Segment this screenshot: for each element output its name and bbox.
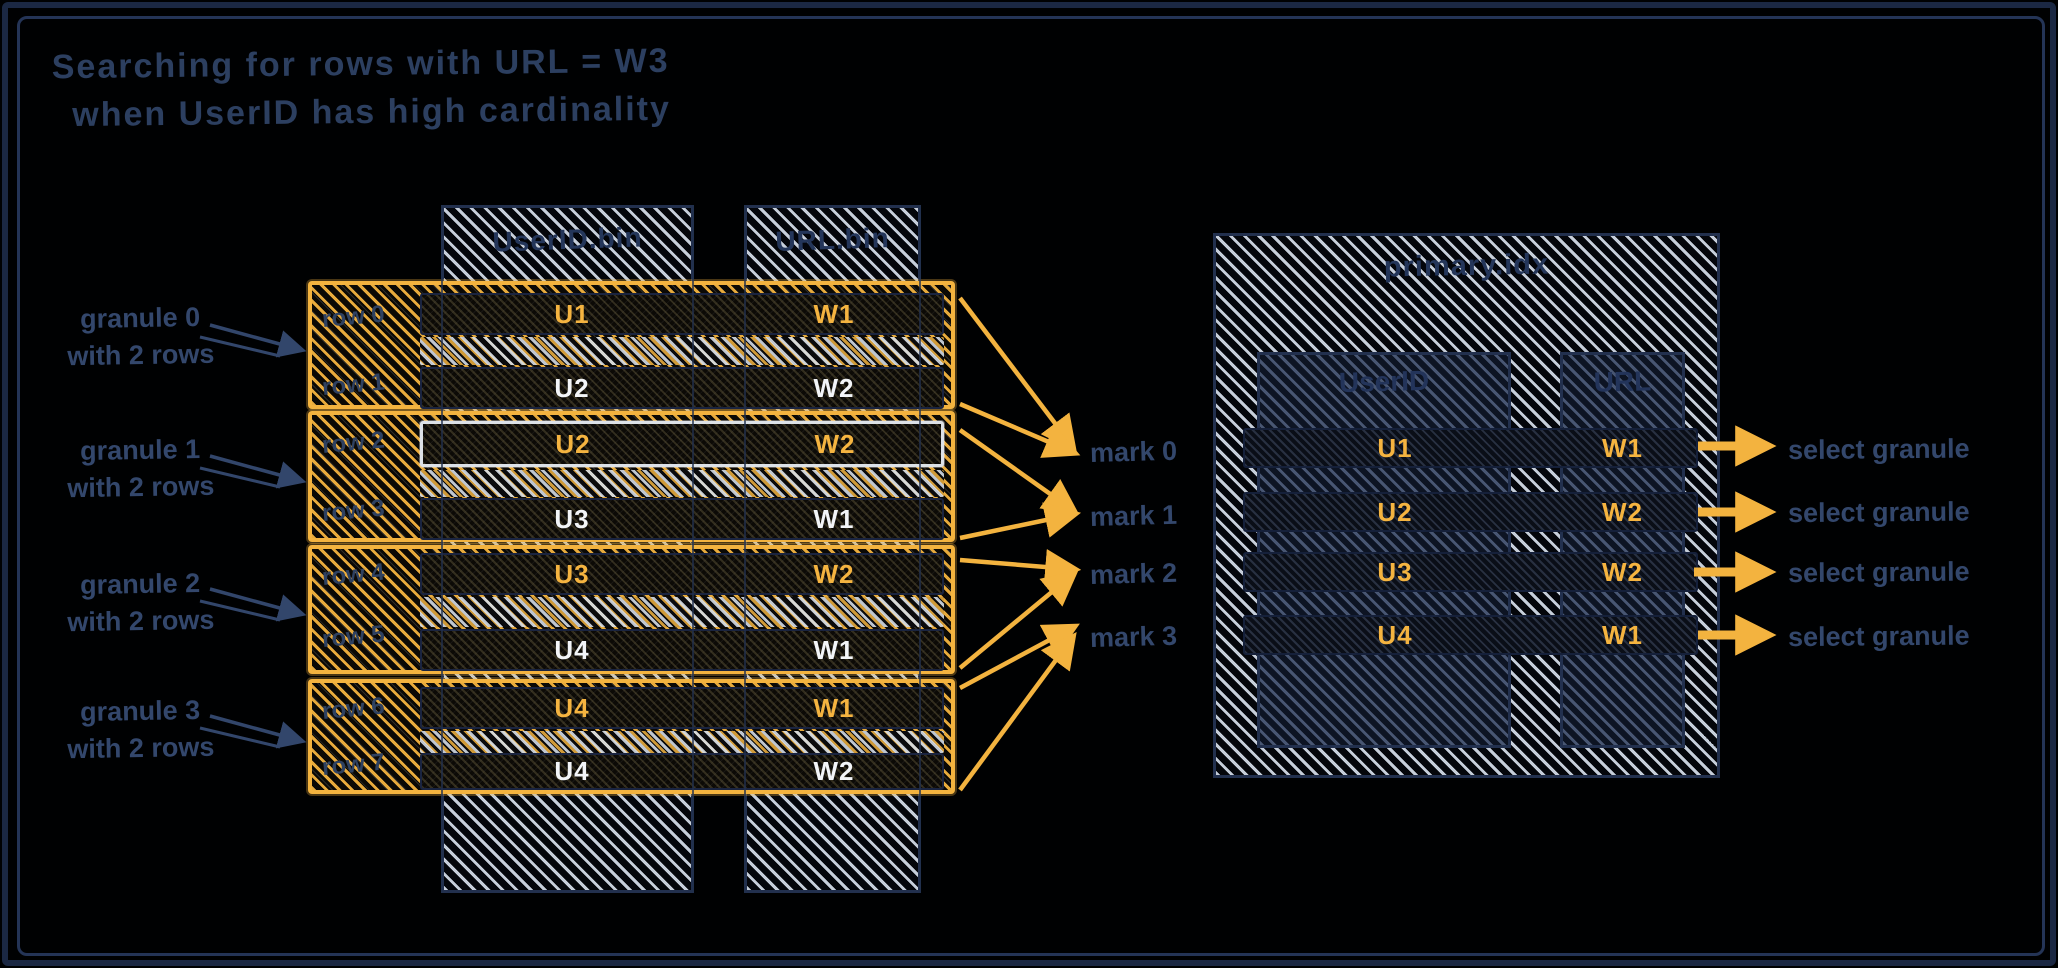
cell-userid: U4 [1377, 619, 1413, 650]
table-row: U3 W2 [420, 553, 944, 595]
granule-3-label: granule 3 with 2 rows [37, 691, 243, 769]
mark-0-label: mark 0 [1089, 435, 1178, 468]
select-granule-label: select granule [1787, 620, 1970, 653]
select-granule-label: select granule [1787, 556, 1970, 589]
cell-userid: U4 [554, 634, 590, 665]
idx-userid-header: UserID [1338, 364, 1430, 399]
diagram-title: Searching for rows with URL = W3 when Us… [52, 37, 672, 139]
granule-1-label: granule 1 with 2 rows [37, 430, 243, 508]
table-row: U3 W1 [420, 498, 944, 540]
column-edge-line [919, 205, 921, 893]
column-edge-line [441, 205, 443, 893]
granule-label-line1: granule 1 [79, 433, 201, 467]
cell-url: W2 [813, 558, 855, 589]
cell-userid: U1 [1377, 432, 1413, 463]
cell-userid: U4 [554, 692, 590, 723]
cell-url: W1 [813, 634, 855, 665]
cell-url: W1 [1602, 432, 1643, 463]
idx-userid-column-box [1257, 352, 1511, 748]
column-edge-line [744, 205, 746, 893]
row-separator-hatch [420, 337, 944, 365]
inner-border [17, 16, 2045, 956]
granule-label-line1: granule 3 [79, 694, 201, 728]
index-row: U3 W2 [1243, 552, 1698, 592]
granule-2-label: granule 2 with 2 rows [37, 564, 243, 642]
table-row: U4 W1 [420, 687, 944, 729]
cell-userid: U3 [554, 558, 590, 589]
cell-userid: U4 [554, 756, 590, 786]
cell-url: W2 [1602, 556, 1643, 587]
column-edge-line [692, 205, 694, 893]
table-row: U4 W2 [420, 753, 944, 790]
cell-url: W2 [1602, 496, 1643, 527]
cell-userid: U2 [1377, 496, 1413, 527]
url-bin-header: URL.bin [774, 222, 891, 257]
cell-url: W2 [813, 372, 855, 403]
select-granule-label: select granule [1787, 433, 1970, 466]
cell-url: W1 [813, 298, 855, 329]
row-separator-hatch [420, 597, 944, 627]
granule-label-line2: with 2 rows [67, 731, 215, 765]
table-row-highlighted: U2 W2 [420, 421, 944, 467]
cell-url: W1 [1602, 619, 1643, 650]
cell-userid: U2 [554, 372, 590, 403]
cell-url: W1 [813, 503, 855, 534]
title-line-1: Searching for rows with URL = W3 [51, 41, 670, 87]
select-granule-label: select granule [1787, 496, 1970, 529]
index-row: U1 W1 [1243, 428, 1698, 468]
cell-userid: U3 [554, 503, 590, 534]
granule-label-line2: with 2 rows [67, 604, 215, 638]
granule-label-line1: granule 2 [79, 567, 201, 601]
cell-userid: U2 [555, 428, 591, 459]
granule-0-label: granule 0 with 2 rows [37, 298, 243, 376]
index-row: U2 W2 [1243, 492, 1698, 532]
table-row: U2 W2 [420, 367, 944, 409]
index-row: U4 W1 [1243, 615, 1698, 655]
row-separator-hatch [420, 731, 944, 753]
idx-url-column-box [1560, 352, 1685, 748]
cell-userid: U3 [1377, 556, 1413, 587]
cell-userid: U1 [554, 298, 590, 329]
granule-label-line2: with 2 rows [67, 338, 215, 372]
cell-url: W1 [813, 692, 855, 723]
cell-url: W2 [814, 428, 856, 459]
table-row: U4 W1 [420, 629, 944, 671]
mark-2-label: mark 2 [1089, 557, 1178, 590]
table-row: U1 W1 [420, 293, 944, 335]
idx-url-header: URL [1593, 365, 1652, 398]
title-line-2: when UserID has high cardinality [72, 89, 672, 135]
granule-label-line1: granule 0 [79, 301, 201, 335]
cell-url: W2 [813, 756, 855, 786]
row-separator-hatch [420, 470, 944, 497]
mark-1-label: mark 1 [1089, 499, 1178, 532]
mark-3-label: mark 3 [1089, 620, 1178, 653]
granule-label-line2: with 2 rows [67, 470, 215, 504]
